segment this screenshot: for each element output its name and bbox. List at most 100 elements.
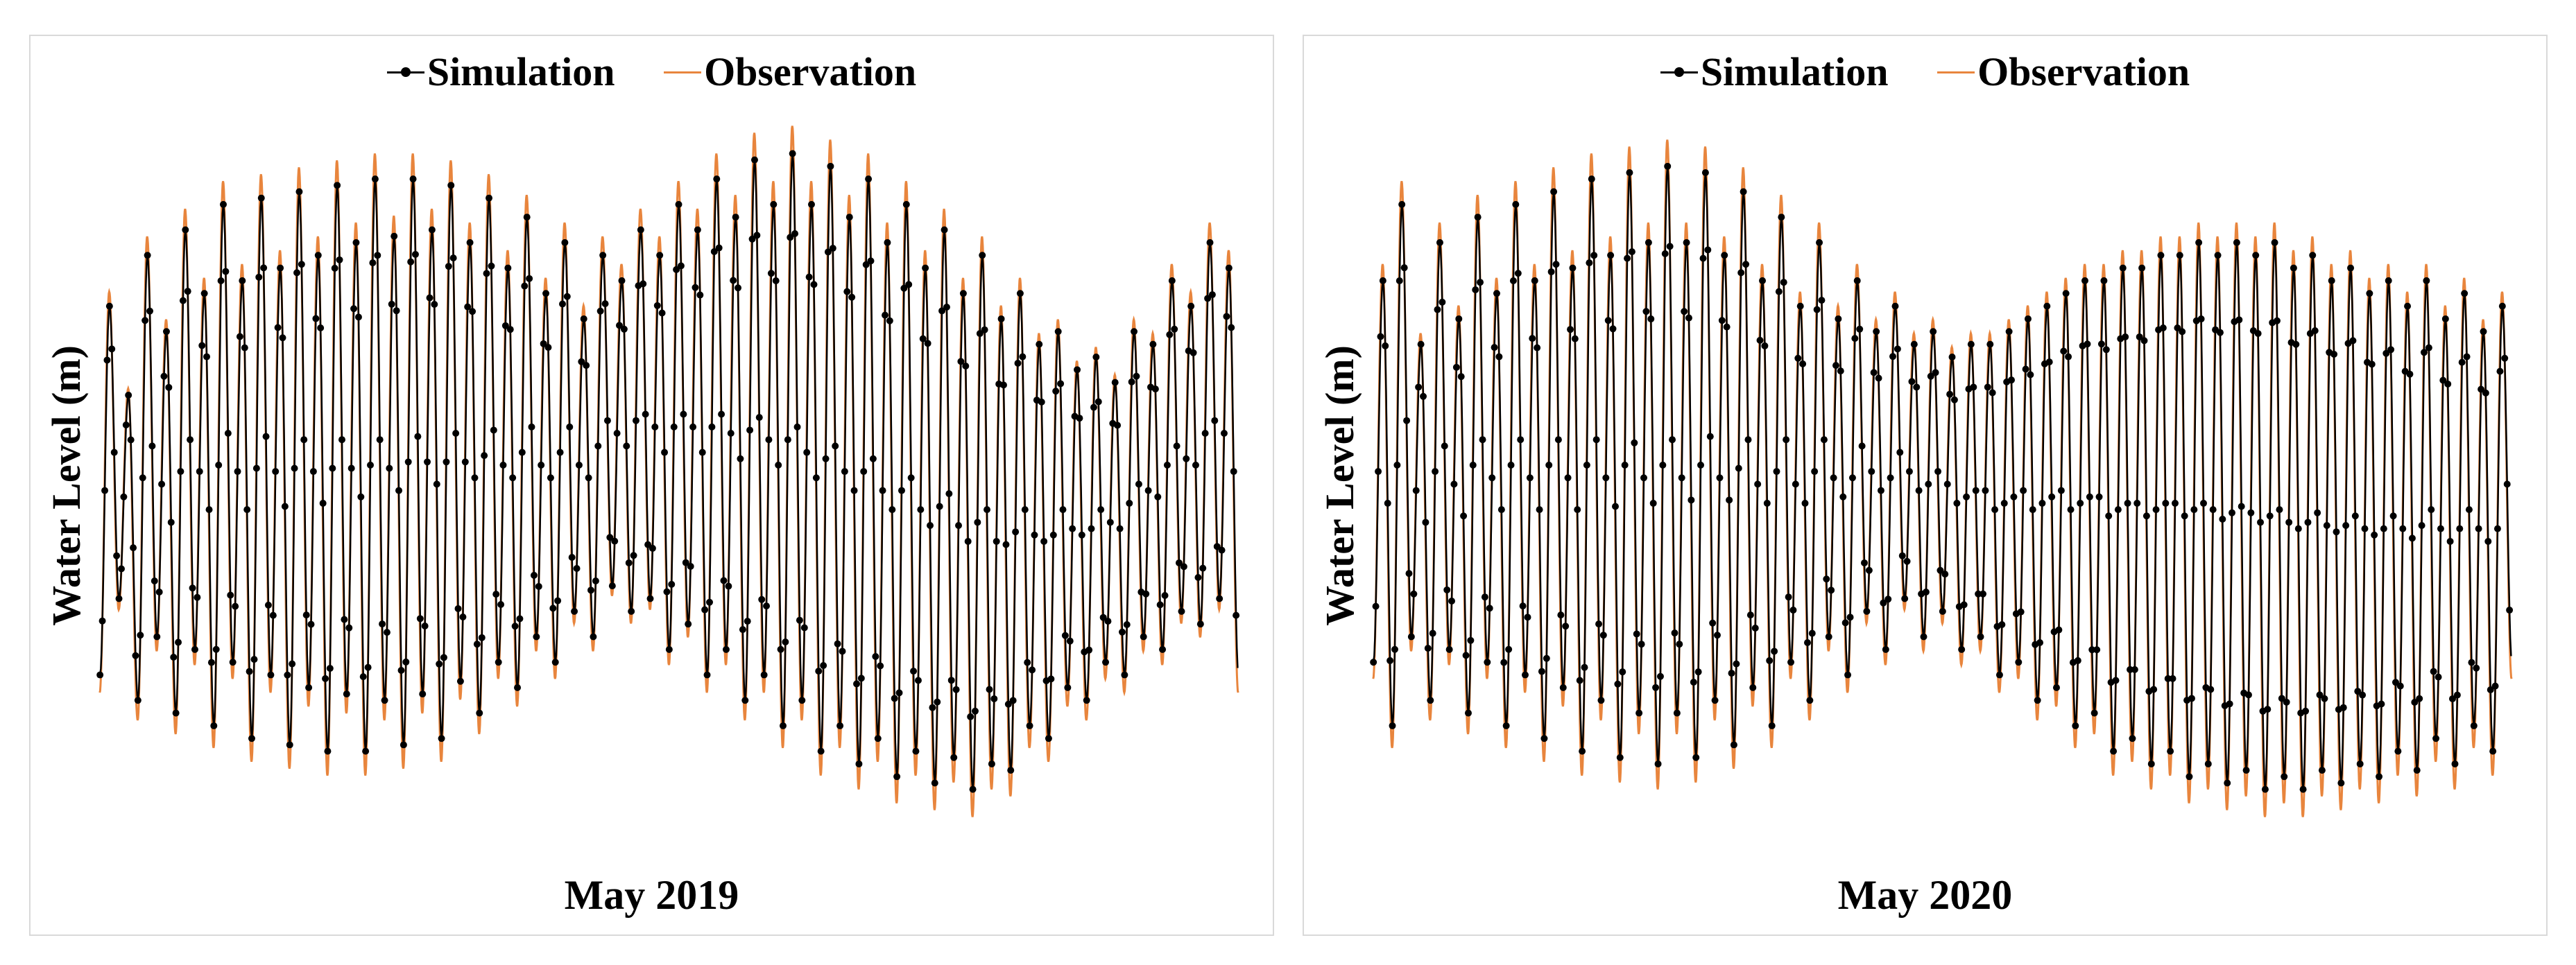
simulation-point <box>625 559 633 566</box>
simulation-point <box>999 381 1007 389</box>
simulation-point <box>563 293 571 300</box>
simulation-point <box>1898 552 1906 559</box>
simulation-point <box>1953 499 1961 507</box>
simulation-point <box>1984 383 1991 391</box>
simulation-point <box>760 671 768 679</box>
simulation-point <box>891 695 898 702</box>
simulation-point <box>1673 709 1681 717</box>
simulation-point <box>1761 342 1769 349</box>
simulation-point <box>1099 614 1107 621</box>
simulation-point <box>2147 760 2155 767</box>
simulation-point <box>1114 421 1122 429</box>
simulation-point <box>436 660 443 668</box>
simulation-point <box>611 537 619 545</box>
simulation-point <box>108 345 116 353</box>
simulation-point <box>189 584 196 592</box>
simulation-point <box>798 697 806 704</box>
simulation-point <box>1379 277 1386 284</box>
simulation-point <box>490 426 497 434</box>
simulation-point <box>1766 657 1774 664</box>
simulation-point <box>1540 735 1548 742</box>
simulation-point <box>2072 722 2079 729</box>
simulation-point <box>898 487 905 494</box>
simulation-point <box>2396 682 2404 690</box>
simulation-point <box>2503 480 2511 488</box>
simulation-point <box>2354 688 2362 695</box>
simulation-point <box>1576 677 1583 684</box>
simulation-point <box>1538 668 1545 675</box>
simulation-point <box>526 275 533 282</box>
simulation-point <box>2077 499 2084 507</box>
simulation-point <box>1477 279 1484 286</box>
simulation-point <box>1652 684 1660 691</box>
simulation-point <box>1742 261 1750 268</box>
simulation-point <box>947 677 955 684</box>
simulation-point <box>592 577 599 584</box>
simulation-point <box>1688 496 1695 504</box>
simulation-point <box>2081 277 2088 284</box>
simulation-point <box>1045 735 1052 742</box>
simulation-point <box>267 671 275 679</box>
simulation-point <box>2157 252 2165 259</box>
simulation-point <box>431 301 438 308</box>
simulation-point <box>506 326 514 333</box>
simulation-point <box>1180 563 1187 571</box>
simulation-point <box>912 747 920 755</box>
simulation-point <box>1014 359 1022 367</box>
simulation-point <box>2052 684 2060 691</box>
simulation-point <box>777 645 784 653</box>
simulation-point <box>665 645 673 653</box>
simulation-point <box>748 235 756 243</box>
simulation-point <box>2473 664 2480 672</box>
simulation-point <box>2416 695 2423 702</box>
simulation-point <box>1599 632 1607 639</box>
simulation-point <box>936 503 943 510</box>
simulation-point <box>362 747 370 755</box>
simulation-point <box>551 659 559 666</box>
simulation-point <box>1937 566 1944 574</box>
simulation-point <box>2005 328 2013 336</box>
simulation-point <box>696 291 704 299</box>
simulation-point <box>578 358 585 365</box>
simulation-point <box>2242 767 2250 774</box>
simulation-point <box>1536 506 1543 514</box>
simulation-point <box>590 633 597 641</box>
simulation-point <box>2181 512 2188 520</box>
simulation-point <box>770 200 778 208</box>
simulation-point <box>680 410 687 418</box>
simulation-point <box>424 458 431 466</box>
simulation-point <box>658 309 666 317</box>
simulation-point <box>170 654 178 661</box>
simulation-point <box>1415 383 1423 391</box>
simulation-point <box>914 677 922 684</box>
simulation-point <box>1751 624 1759 632</box>
simulation-point <box>753 232 761 239</box>
simulation-point <box>248 735 255 742</box>
simulation-point <box>1896 449 1904 456</box>
simulation-point <box>511 623 519 630</box>
simulation-point <box>1547 268 1555 276</box>
simulation-point <box>1733 660 1740 668</box>
simulation-point <box>2074 657 2081 664</box>
simulation-point <box>817 747 825 755</box>
simulation-point <box>1678 474 1685 482</box>
simulation-point <box>1669 436 1676 444</box>
simulation-point <box>302 611 310 619</box>
simulation-point <box>1443 586 1451 593</box>
simulation-point <box>735 284 742 292</box>
simulation-point <box>1078 531 1085 539</box>
simulation-point <box>1201 430 1209 437</box>
simulation-point <box>1873 328 1880 336</box>
simulation-point <box>1586 259 1593 267</box>
simulation-point <box>1509 277 1517 284</box>
simulation-point <box>964 537 972 545</box>
simulation-point <box>2133 499 2141 507</box>
simulation-point <box>1785 593 1792 601</box>
simulation-point <box>2318 767 2326 774</box>
simulation-point <box>229 659 237 666</box>
simulation-point <box>2102 346 2110 354</box>
simulation-point <box>2162 499 2170 507</box>
simulation-point <box>1642 308 1650 315</box>
simulation-point <box>646 595 654 602</box>
simulation-point <box>1204 295 1212 302</box>
